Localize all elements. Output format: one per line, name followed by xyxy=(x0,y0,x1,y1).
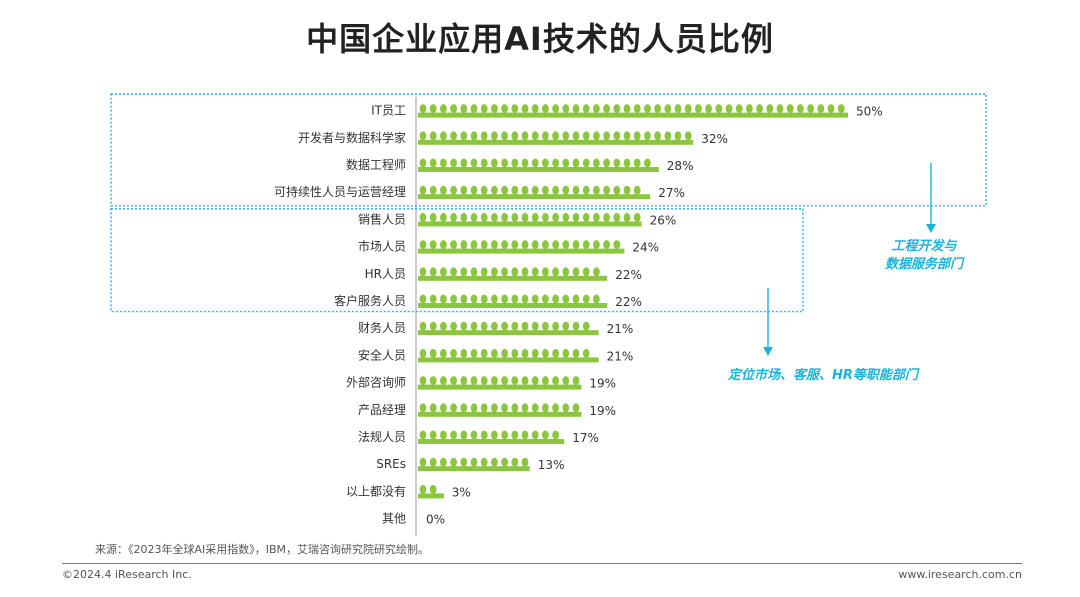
category-label: HR人员 xyxy=(365,267,406,281)
bar xyxy=(418,484,444,499)
bar xyxy=(418,457,530,472)
bar xyxy=(418,348,599,363)
value-label: 26% xyxy=(650,213,677,227)
category-label: 客户服务人员 xyxy=(334,293,406,308)
footer-divider xyxy=(62,563,1022,564)
bar xyxy=(418,403,582,417)
category-label: 市场人员 xyxy=(358,239,406,254)
category-label: SREs xyxy=(376,457,406,471)
category-label: 安全人员 xyxy=(358,347,406,362)
value-label: 50% xyxy=(856,105,883,119)
value-label: 17% xyxy=(572,431,599,445)
value-label: 32% xyxy=(701,132,728,146)
bar xyxy=(418,104,848,118)
bar xyxy=(418,294,608,308)
callout-arrowhead-functional xyxy=(763,347,773,356)
value-label: 27% xyxy=(658,186,685,200)
chart-title: 中国企业应用AI技术的人员比例 xyxy=(306,20,774,58)
bar xyxy=(418,185,651,200)
bar xyxy=(418,131,694,145)
group-label-engineering: 工程开发与 xyxy=(891,238,958,254)
value-label: 19% xyxy=(589,404,616,418)
category-label: 以上都没有 xyxy=(346,483,406,498)
bar xyxy=(418,212,642,227)
category-label: 销售人员 xyxy=(358,211,406,226)
bar xyxy=(418,240,625,254)
value-label: 28% xyxy=(667,159,694,173)
source-note: 来源：《2023年全球AI采用指数》，IBM，艾瑞咨询研究院研究绘制。 xyxy=(95,543,430,556)
value-label: 21% xyxy=(607,322,634,336)
value-label: 21% xyxy=(607,349,634,363)
callout-arrowhead-engineering xyxy=(926,224,936,233)
value-label: 13% xyxy=(538,458,565,472)
category-label: 法规人员 xyxy=(358,429,406,444)
category-label: 开发者与数据科学家 xyxy=(298,130,406,145)
bar xyxy=(418,430,565,444)
bar xyxy=(418,158,659,172)
group-box-engineering xyxy=(110,93,987,207)
category-label: 产品经理 xyxy=(358,403,406,417)
category-label: 可持续性人员与运营经理 xyxy=(274,184,406,199)
bar xyxy=(418,267,608,281)
group-box-functional xyxy=(110,208,804,313)
value-label: 19% xyxy=(589,377,616,391)
category-label: 数据工程师 xyxy=(346,157,406,172)
value-label: 22% xyxy=(615,268,642,282)
bar xyxy=(418,321,599,336)
value-label: 24% xyxy=(632,241,659,255)
group-label-functional: 定位市场、客服、HR等职能部门 xyxy=(727,367,920,383)
group-label-engineering: 数据服务部门 xyxy=(885,256,965,272)
category-label: IT员工 xyxy=(371,104,406,118)
category-label: 外部咨询师 xyxy=(346,375,406,390)
value-label: 22% xyxy=(615,295,642,309)
category-label: 财务人员 xyxy=(358,320,406,335)
website-text: www.iresearch.com.cn xyxy=(898,568,1022,581)
category-label: 其他 xyxy=(382,512,406,526)
copyright-text: ©2024.4 iResearch Inc. xyxy=(62,568,192,581)
value-label: 0% xyxy=(426,513,445,527)
bar xyxy=(418,376,582,390)
value-label: 3% xyxy=(452,485,471,499)
